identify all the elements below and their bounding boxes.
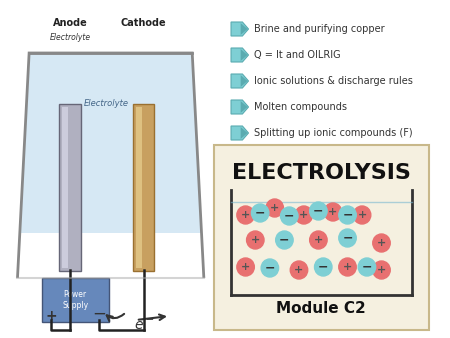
- Circle shape: [261, 259, 279, 277]
- Circle shape: [237, 258, 254, 276]
- Text: −: −: [279, 234, 290, 246]
- Polygon shape: [19, 54, 202, 233]
- FancyBboxPatch shape: [59, 104, 81, 271]
- Text: Splitting up ionic compounds (F): Splitting up ionic compounds (F): [254, 128, 413, 138]
- Polygon shape: [231, 100, 248, 114]
- Text: −: −: [265, 262, 275, 274]
- Polygon shape: [241, 23, 248, 35]
- Polygon shape: [231, 126, 248, 140]
- Text: Ionic solutions & discharge rules: Ionic solutions & discharge rules: [254, 76, 413, 86]
- FancyBboxPatch shape: [214, 145, 429, 330]
- Polygon shape: [241, 101, 248, 113]
- Text: +: +: [357, 210, 367, 220]
- Text: +: +: [343, 262, 352, 272]
- Circle shape: [310, 202, 327, 220]
- Circle shape: [266, 199, 284, 217]
- Text: −: −: [362, 261, 372, 273]
- Text: $e^-$: $e^-$: [134, 319, 154, 333]
- Circle shape: [276, 231, 293, 249]
- Text: Brine and purifying copper: Brine and purifying copper: [254, 24, 385, 34]
- Text: −: −: [342, 232, 353, 244]
- Circle shape: [373, 234, 390, 252]
- Circle shape: [237, 206, 254, 224]
- Circle shape: [373, 261, 390, 279]
- Text: +: +: [377, 238, 386, 248]
- FancyBboxPatch shape: [42, 278, 109, 322]
- Polygon shape: [231, 22, 248, 36]
- Text: +: +: [328, 207, 338, 217]
- Polygon shape: [241, 75, 248, 87]
- Circle shape: [247, 231, 264, 249]
- Text: −: −: [92, 305, 106, 323]
- Text: +: +: [377, 265, 386, 275]
- Text: +: +: [241, 210, 250, 220]
- Text: Electrolyte: Electrolyte: [84, 98, 129, 107]
- Polygon shape: [231, 48, 248, 62]
- FancyBboxPatch shape: [133, 104, 154, 271]
- Text: −: −: [284, 210, 295, 222]
- FancyBboxPatch shape: [136, 107, 142, 268]
- Text: −: −: [318, 261, 328, 273]
- Circle shape: [324, 203, 342, 221]
- Circle shape: [310, 231, 327, 249]
- Circle shape: [290, 261, 308, 279]
- Circle shape: [358, 258, 376, 276]
- Text: Cathode: Cathode: [121, 18, 166, 28]
- Text: −: −: [342, 209, 353, 221]
- Circle shape: [339, 206, 356, 224]
- Circle shape: [315, 258, 332, 276]
- Circle shape: [339, 229, 356, 247]
- Text: Molten compounds: Molten compounds: [254, 102, 347, 112]
- Text: Electrolyte: Electrolyte: [50, 33, 90, 42]
- Circle shape: [339, 258, 356, 276]
- Text: ELECTROLYSIS: ELECTROLYSIS: [232, 163, 411, 183]
- Text: Power
Supply: Power Supply: [62, 290, 88, 310]
- Text: Q = It and OILRIG: Q = It and OILRIG: [254, 50, 341, 60]
- Polygon shape: [231, 74, 248, 88]
- FancyBboxPatch shape: [62, 107, 68, 268]
- Text: +: +: [241, 262, 250, 272]
- Text: +: +: [299, 210, 308, 220]
- Polygon shape: [241, 127, 248, 139]
- Text: Anode: Anode: [53, 18, 87, 28]
- Text: +: +: [294, 265, 304, 275]
- Text: +: +: [314, 235, 323, 245]
- Circle shape: [252, 204, 269, 222]
- Circle shape: [280, 207, 298, 225]
- Circle shape: [295, 206, 313, 224]
- Polygon shape: [241, 49, 248, 61]
- Text: +: +: [251, 235, 260, 245]
- Text: +: +: [45, 309, 57, 323]
- Text: −: −: [255, 207, 266, 219]
- Text: Module C2: Module C2: [276, 301, 366, 316]
- Text: +: +: [270, 203, 279, 213]
- Text: −: −: [313, 204, 324, 217]
- Circle shape: [353, 206, 371, 224]
